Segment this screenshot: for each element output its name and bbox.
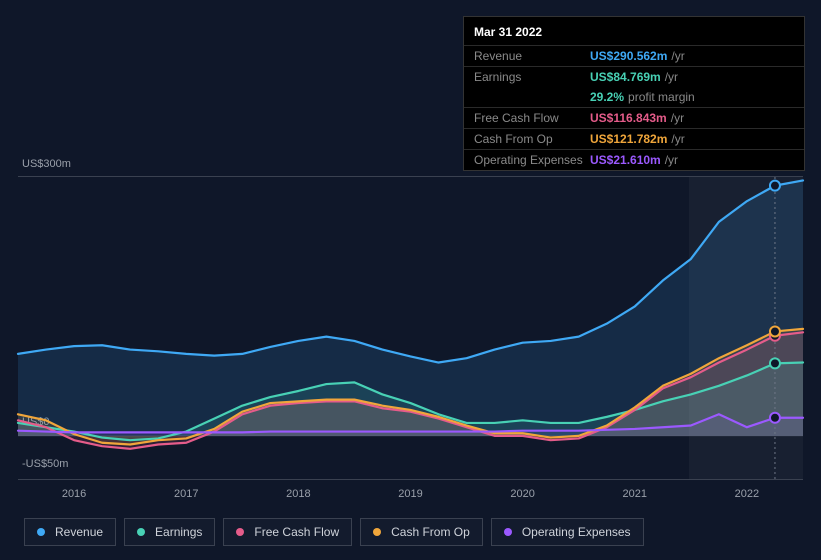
tooltip-value: 29.2% xyxy=(590,90,624,104)
legend-item[interactable]: Earnings xyxy=(124,518,215,546)
x-axis-tick: 2017 xyxy=(174,488,198,500)
legend-dot-icon xyxy=(37,528,45,536)
legend-label: Revenue xyxy=(55,525,103,539)
tooltip-unit: /yr xyxy=(665,153,678,167)
chart-plot-area[interactable] xyxy=(18,176,803,480)
tooltip-unit: /yr xyxy=(671,49,684,63)
legend-dot-icon xyxy=(504,528,512,536)
legend-dot-icon xyxy=(373,528,381,536)
tooltip-label: Free Cash Flow xyxy=(474,111,590,125)
legend-item[interactable]: Cash From Op xyxy=(360,518,483,546)
x-axis-tick: 2016 xyxy=(62,488,86,500)
hover-tooltip: Mar 31 2022 Revenue US$290.562m /yr Earn… xyxy=(463,16,805,171)
chart-legend: Revenue Earnings Free Cash Flow Cash From O… xyxy=(24,518,644,546)
legend-item[interactable]: Revenue xyxy=(24,518,116,546)
tooltip-row-revenue: Revenue US$290.562m /yr xyxy=(464,45,804,66)
y-axis-label-top: US$300m xyxy=(22,158,71,170)
legend-dot-icon xyxy=(137,528,145,536)
tooltip-date: Mar 31 2022 xyxy=(464,17,804,45)
tooltip-row-margin: 29.2% profit margin xyxy=(464,87,804,107)
x-axis-tick: 2020 xyxy=(510,488,534,500)
tooltip-value: US$84.769m xyxy=(590,70,661,84)
legend-item[interactable]: Operating Expenses xyxy=(491,518,644,546)
tooltip-value: US$21.610m xyxy=(590,153,661,167)
legend-label: Cash From Op xyxy=(391,525,470,539)
tooltip-unit: /yr xyxy=(671,132,684,146)
tooltip-unit: /yr xyxy=(671,111,684,125)
x-axis-tick: 2022 xyxy=(735,488,759,500)
tooltip-unit: /yr xyxy=(665,70,678,84)
tooltip-label: Earnings xyxy=(474,70,590,84)
x-axis: 2016 2017 2018 2019 2020 2021 2022 xyxy=(18,480,803,504)
tooltip-value: US$121.782m xyxy=(590,132,667,146)
tooltip-unit: profit margin xyxy=(628,90,695,104)
x-axis-tick: 2019 xyxy=(398,488,422,500)
chart-container: Mar 31 2022 Revenue US$290.562m /yr Earn… xyxy=(0,0,821,560)
legend-dot-icon xyxy=(236,528,244,536)
legend-label: Earnings xyxy=(155,525,202,539)
legend-label: Free Cash Flow xyxy=(254,525,339,539)
tooltip-label: Revenue xyxy=(474,49,590,63)
legend-item[interactable]: Free Cash Flow xyxy=(223,518,352,546)
tooltip-label: Cash From Op xyxy=(474,132,590,146)
tooltip-value: US$290.562m xyxy=(590,49,667,63)
legend-label: Operating Expenses xyxy=(522,525,631,539)
tooltip-row-earnings: Earnings US$84.769m /yr xyxy=(464,66,804,87)
tooltip-value: US$116.843m xyxy=(590,111,667,125)
tooltip-row-opex: Operating Expenses US$21.610m /yr xyxy=(464,149,804,170)
chart-svg xyxy=(18,177,803,479)
x-axis-tick: 2018 xyxy=(286,488,310,500)
tooltip-label: Operating Expenses xyxy=(474,153,590,167)
x-axis-tick: 2021 xyxy=(623,488,647,500)
tooltip-row-fcf: Free Cash Flow US$116.843m /yr xyxy=(464,107,804,128)
tooltip-row-cfo: Cash From Op US$121.782m /yr xyxy=(464,128,804,149)
